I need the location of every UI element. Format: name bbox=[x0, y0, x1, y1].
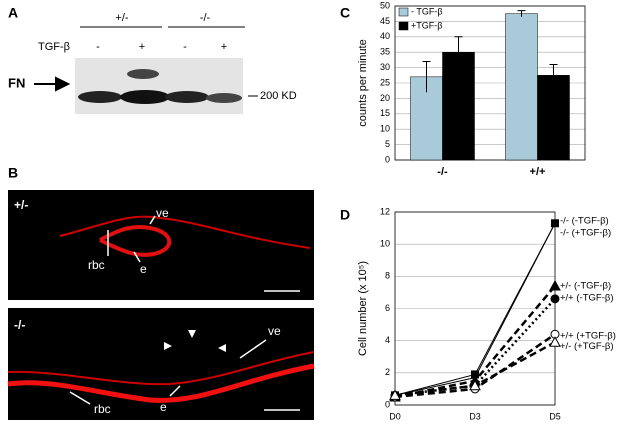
plot-frame bbox=[394, 5, 586, 161]
legend-swatch bbox=[398, 21, 409, 31]
band-label: FN bbox=[8, 75, 25, 90]
point bbox=[469, 379, 481, 391]
x-tick-label: D3 bbox=[469, 411, 481, 421]
legend-label: +/+ (-TGF-β) bbox=[560, 292, 614, 303]
legend-label: -/- (+TGF-β) bbox=[560, 228, 611, 239]
bar bbox=[442, 51, 475, 161]
line bbox=[394, 223, 556, 396]
x-tick-label: D5 bbox=[549, 411, 561, 421]
panel-label: B bbox=[8, 165, 18, 181]
marker-label: 200 KD bbox=[260, 90, 297, 102]
y-tick-label: 10 bbox=[380, 124, 390, 134]
error-bar bbox=[517, 10, 526, 17]
y-tick-label: 20 bbox=[380, 93, 390, 103]
micrograph bbox=[7, 308, 315, 420]
y-tick-label: 35 bbox=[380, 47, 390, 57]
structure-label: e bbox=[160, 400, 167, 414]
lane-label: - bbox=[183, 41, 187, 53]
lane-label: + bbox=[139, 41, 145, 53]
legend-label: +/- (-TGF-β) bbox=[560, 280, 611, 291]
line bbox=[394, 223, 556, 396]
y-tick-label: 8 bbox=[385, 271, 390, 281]
legend-label: +TGF-β bbox=[411, 20, 442, 30]
legend-label: - TGF-β bbox=[411, 6, 443, 16]
treatment-label: TGF-β bbox=[38, 41, 70, 53]
point bbox=[389, 389, 401, 400]
point bbox=[549, 279, 561, 291]
point bbox=[550, 294, 560, 304]
y-tick-label: 0 bbox=[385, 154, 390, 164]
group-label: +/- bbox=[115, 12, 128, 24]
legend-swatch bbox=[398, 7, 409, 17]
lane-label: - bbox=[96, 41, 100, 53]
lane-label: + bbox=[221, 41, 227, 53]
y-axis-label: Cell number (x 10⁵) bbox=[357, 261, 369, 356]
structure-label: rbc bbox=[88, 258, 105, 272]
western-blot bbox=[75, 58, 243, 114]
error-bar bbox=[422, 60, 431, 93]
legend-label: +/- (+TGF-β) bbox=[560, 341, 614, 352]
y-tick-label: 5 bbox=[385, 139, 390, 149]
bar bbox=[537, 75, 570, 161]
error-bar bbox=[454, 36, 463, 68]
panel-label: D bbox=[340, 207, 350, 223]
x-tick-label: D0 bbox=[389, 411, 401, 421]
structure-label: rbc bbox=[94, 402, 111, 416]
legend-label: -/- (-TGF-β) bbox=[560, 216, 609, 227]
plot-frame bbox=[394, 211, 556, 406]
micrograph bbox=[8, 190, 314, 300]
y-tick-label: 2 bbox=[385, 367, 390, 377]
y-tick-label: 15 bbox=[380, 108, 390, 118]
y-tick-label: 0 bbox=[385, 399, 390, 409]
genotype-label: +/- bbox=[14, 198, 28, 212]
x-tick-label: +/+ bbox=[530, 166, 546, 178]
y-tick-label: 10 bbox=[380, 239, 390, 249]
y-tick-label: 30 bbox=[380, 62, 390, 72]
y-tick-label: 45 bbox=[380, 16, 390, 26]
panel-label: C bbox=[340, 5, 350, 21]
y-tick-label: 6 bbox=[385, 303, 390, 313]
group-label: -/- bbox=[200, 12, 211, 24]
y-tick-label: 12 bbox=[380, 206, 390, 216]
bar bbox=[505, 13, 538, 161]
genotype-label: -/- bbox=[14, 318, 25, 332]
point bbox=[549, 336, 561, 347]
panel-label: A bbox=[8, 5, 18, 21]
y-tick-label: 40 bbox=[380, 31, 390, 41]
structure-label: e bbox=[140, 262, 147, 276]
y-tick-label: 50 bbox=[380, 0, 390, 10]
x-tick-label: -/- bbox=[437, 166, 448, 178]
structure-label: ve bbox=[156, 206, 169, 220]
y-tick-label: 25 bbox=[380, 77, 390, 87]
error-bar bbox=[549, 64, 558, 87]
structure-label: ve bbox=[268, 324, 281, 338]
y-tick-label: 4 bbox=[385, 335, 390, 345]
arrow bbox=[34, 76, 71, 92]
y-axis-label: counts per minute bbox=[357, 39, 369, 126]
legend-label: +/+ (+TGF-β) bbox=[560, 331, 616, 342]
